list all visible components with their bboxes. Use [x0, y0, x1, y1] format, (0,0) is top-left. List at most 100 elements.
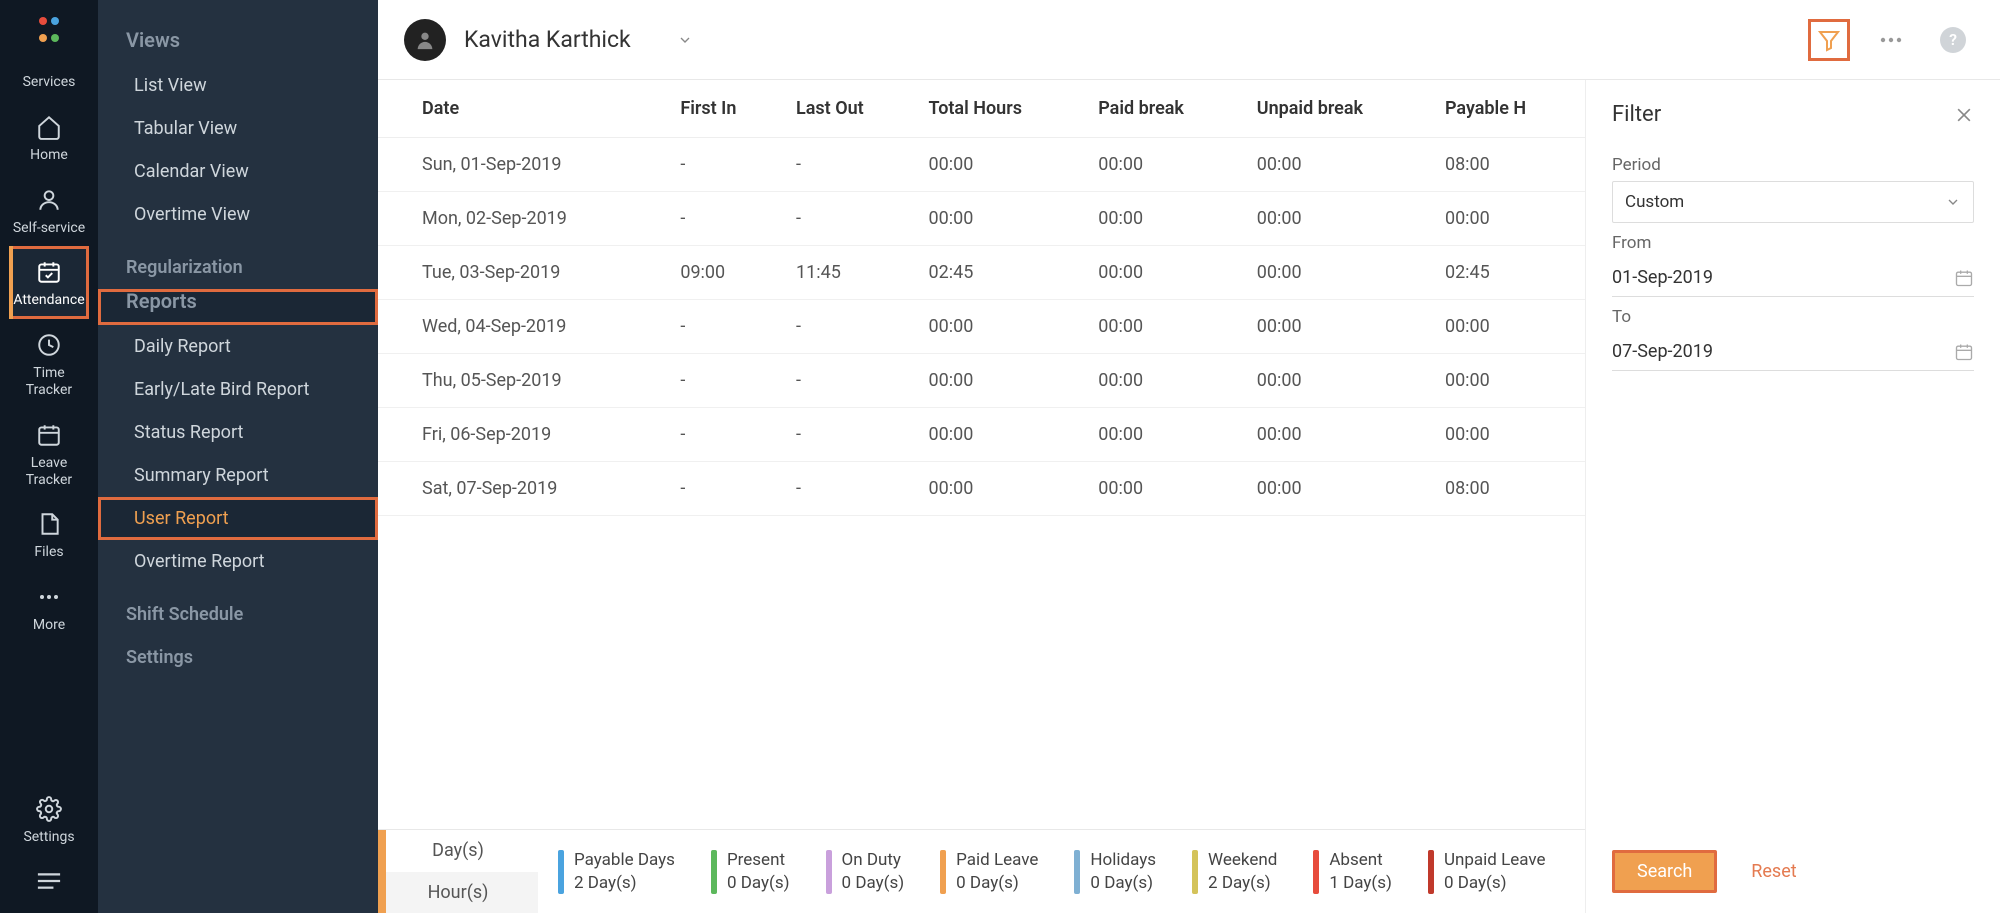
table-row[interactable]: Tue, 03-Sep-201909:0011:4502:4500:0000:0… [378, 246, 1585, 300]
rail-item-label: Home [30, 147, 68, 164]
calendar-icon [1954, 342, 1974, 362]
rail-settings[interactable]: Settings [0, 783, 98, 855]
gear-icon [35, 795, 63, 823]
rail-item-more[interactable]: More [9, 571, 89, 644]
attendance-icon [35, 258, 63, 286]
chevron-down-icon [1945, 194, 1961, 210]
table-cell: Sat, 07-Sep-2019 [378, 462, 668, 516]
table-row[interactable]: Wed, 04-Sep-2019--00:0000:0000:0000:00 [378, 300, 1585, 354]
period-select[interactable]: Custom [1612, 181, 1974, 223]
summary-bar: Day(s)Hour(s) Payable Days2 Day(s)Presen… [378, 829, 1585, 913]
filter-close-button[interactable] [1954, 105, 1974, 125]
sidebar-item-daily-report[interactable]: Daily Report [98, 325, 378, 368]
period-label: Period [1612, 155, 1974, 175]
summary-value: 0 Day(s) [727, 872, 790, 895]
navigation-rail: Services Home Self-service Attendance TimeTr… [0, 0, 98, 913]
to-value: 07-Sep-2019 [1612, 341, 1713, 362]
table-cell: - [668, 462, 784, 516]
rail-item-attendance[interactable]: Attendance [9, 246, 89, 319]
sidebar-item-tabular-view[interactable]: Tabular View [98, 107, 378, 150]
user-dropdown-toggle[interactable] [677, 32, 693, 48]
rail-item-services[interactable]: Services [9, 62, 89, 101]
rail-item-self[interactable]: Self-service [9, 174, 89, 247]
sidebar-item-overtime-report[interactable]: Overtime Report [98, 540, 378, 583]
to-date-input[interactable]: 07-Sep-2019 [1612, 333, 1974, 371]
user-avatar[interactable] [404, 19, 446, 61]
table-cell: 00:00 [1245, 246, 1433, 300]
rail-item-time[interactable]: TimeTracker [9, 319, 89, 409]
summary-item-paid-leave: Paid Leave0 Day(s) [940, 849, 1038, 895]
table-cell: 00:00 [1086, 408, 1245, 462]
column-header: First In [668, 80, 784, 138]
table-row[interactable]: Mon, 02-Sep-2019--00:0000:0000:0000:00 [378, 192, 1585, 246]
table-row[interactable]: Sat, 07-Sep-2019--00:0000:0000:0008:00 [378, 462, 1585, 516]
summary-color-bar [1313, 850, 1319, 894]
from-label: From [1612, 233, 1974, 253]
table-cell: 00:00 [1245, 138, 1433, 192]
table-cell: - [668, 354, 784, 408]
rail-settings-label: Settings [23, 829, 74, 845]
table-cell: 00:00 [1086, 246, 1245, 300]
filter-panel: Filter Period Custom From 01-Sep-2019 To [1585, 80, 2000, 913]
menu-icon [35, 867, 63, 895]
more-actions-button[interactable] [1870, 19, 1912, 61]
table-row[interactable]: Sun, 01-Sep-2019--00:0000:0000:0008:00 [378, 138, 1585, 192]
table-cell: - [784, 192, 916, 246]
summary-color-bar [1074, 850, 1080, 894]
summary-value: 0 Day(s) [842, 872, 905, 895]
leave-icon [35, 421, 63, 449]
summary-label: Holidays [1090, 849, 1156, 872]
column-header: Paid break [1086, 80, 1245, 138]
search-button[interactable]: Search [1612, 850, 1717, 893]
rail-item-label: Attendance [13, 292, 84, 309]
summary-label: Payable Days [574, 849, 675, 872]
table-cell: 00:00 [1433, 192, 1585, 246]
summary-tab-hours[interactable]: Hour(s) [378, 872, 538, 913]
summary-value: 0 Day(s) [1090, 872, 1156, 895]
sidebar-item-list-view[interactable]: List View [98, 64, 378, 107]
summary-color-bar [826, 850, 832, 894]
table-cell: 00:00 [1433, 300, 1585, 354]
sidebar-item-early-late-bird-report[interactable]: Early/Late Bird Report [98, 368, 378, 411]
rail-item-leave[interactable]: LeaveTracker [9, 409, 89, 499]
sidebar-header: Views [98, 28, 378, 64]
sidebar-item-shift-schedule[interactable]: Shift Schedule [98, 593, 378, 636]
table-cell: 00:00 [1245, 462, 1433, 516]
sidebar: ViewsList ViewTabular ViewCalendar ViewO… [98, 0, 378, 913]
rail-menu-toggle[interactable] [0, 855, 98, 913]
filter-button[interactable] [1808, 19, 1850, 61]
table-row[interactable]: Fri, 06-Sep-2019--00:0000:0000:0000:00 [378, 408, 1585, 462]
table-cell: 02:45 [1433, 246, 1585, 300]
home-icon [35, 113, 63, 141]
help-button[interactable]: ? [1932, 19, 1974, 61]
sidebar-item-settings[interactable]: Settings [98, 636, 378, 679]
files-icon [35, 510, 63, 538]
summary-tab-days[interactable]: Day(s) [378, 830, 538, 872]
table-cell: - [784, 354, 916, 408]
help-icon: ? [1940, 27, 1966, 53]
table-cell: - [784, 138, 916, 192]
from-date-input[interactable]: 01-Sep-2019 [1612, 259, 1974, 297]
sidebar-item-regularization[interactable]: Regularization [98, 246, 378, 289]
rail-item-files[interactable]: Files [9, 498, 89, 571]
table-cell: 00:00 [1245, 300, 1433, 354]
summary-item-unpaid-leave: Unpaid Leave0 Day(s) [1428, 849, 1546, 895]
rail-item-home[interactable]: Home [9, 101, 89, 174]
table-row[interactable]: Thu, 05-Sep-2019--00:0000:0000:0000:00 [378, 354, 1585, 408]
sidebar-item-calendar-view[interactable]: Calendar View [98, 150, 378, 193]
sidebar-item-overtime-view[interactable]: Overtime View [98, 193, 378, 236]
summary-color-bar [1192, 850, 1198, 894]
rail-item-label: LeaveTracker [26, 455, 72, 489]
summary-color-bar [711, 850, 717, 894]
reset-button[interactable]: Reset [1751, 861, 1796, 882]
sidebar-item-summary-report[interactable]: Summary Report [98, 454, 378, 497]
table-cell: 00:00 [1433, 354, 1585, 408]
table-cell: - [668, 138, 784, 192]
sidebar-item-status-report[interactable]: Status Report [98, 411, 378, 454]
table-cell: Fri, 06-Sep-2019 [378, 408, 668, 462]
attendance-table: DateFirst InLast OutTotal HoursPaid brea… [378, 80, 1585, 516]
rail-item-label: TimeTracker [26, 365, 72, 399]
sidebar-item-user-report[interactable]: User Report [98, 497, 378, 540]
summary-label: Unpaid Leave [1444, 849, 1546, 872]
period-value: Custom [1625, 192, 1684, 212]
